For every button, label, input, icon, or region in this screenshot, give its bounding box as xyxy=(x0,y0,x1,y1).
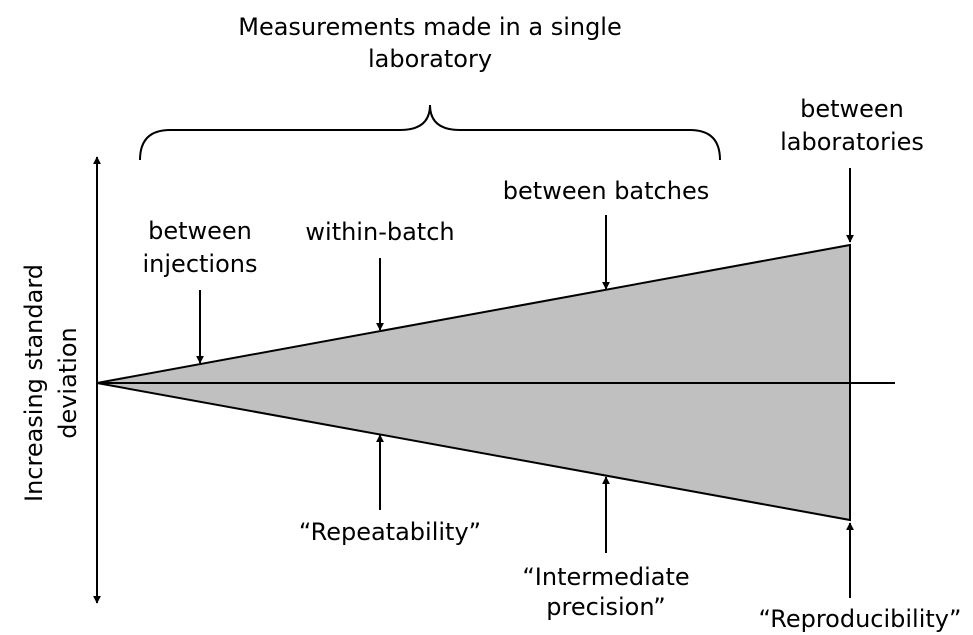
label: precision” xyxy=(546,593,665,621)
label: “Repeatability” xyxy=(299,518,481,546)
title-line: laboratory xyxy=(368,45,492,73)
label: “Reproducibility” xyxy=(759,605,962,633)
axis-label-line: Increasing standard xyxy=(20,264,48,502)
label: laboratories xyxy=(780,128,924,156)
label: between xyxy=(148,217,252,245)
axis-label-line: deviation xyxy=(54,327,82,439)
label: between batches xyxy=(503,177,709,205)
label: injections xyxy=(143,250,258,278)
brace xyxy=(139,104,721,161)
label: “Intermediate xyxy=(522,563,689,591)
label: between xyxy=(800,95,904,123)
title-line: Measurements made in a single xyxy=(238,13,622,41)
label: within-batch xyxy=(305,218,454,246)
axis-label: Increasing standard deviation xyxy=(20,264,82,502)
